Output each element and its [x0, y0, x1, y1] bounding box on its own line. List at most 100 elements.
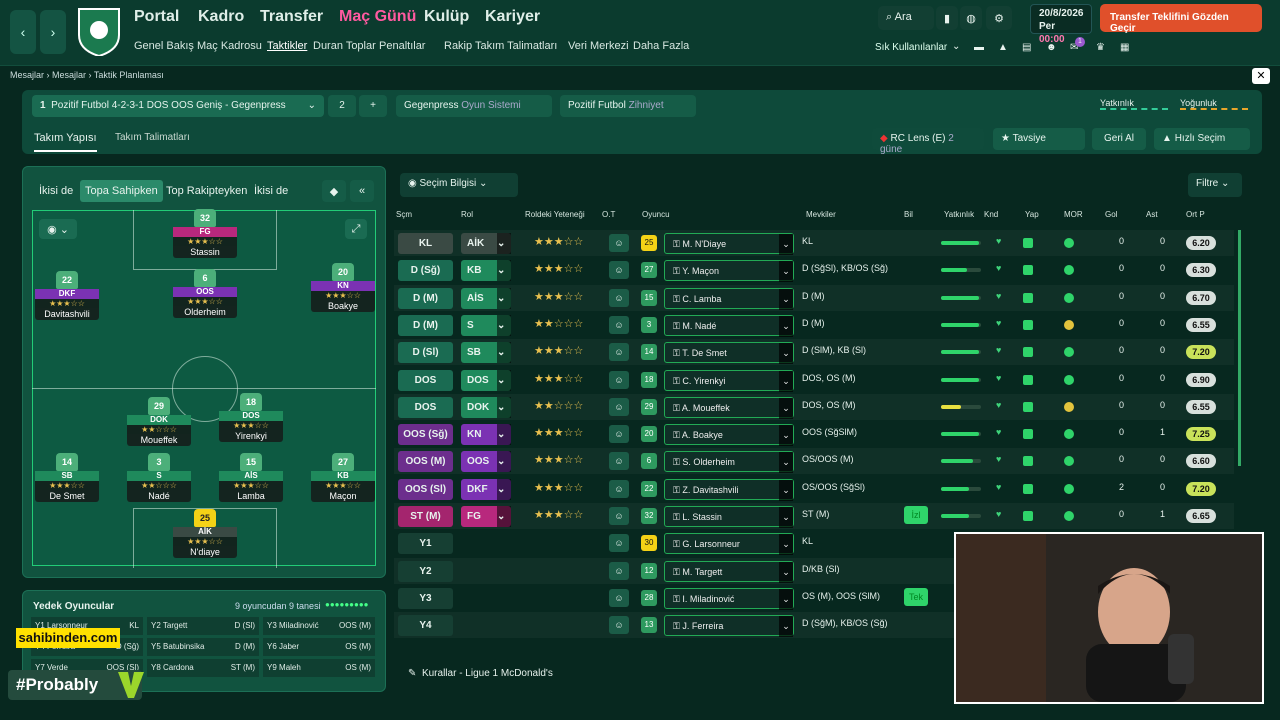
table-row[interactable]: OOS (M) OOS ⌄ ★★★☆☆ ☺ 6 ⚿ S. Olderheim ⌄ OS/OOS … [394, 448, 1234, 475]
footer-rules[interactable]: Kurallar - Ligue 1 McDonald's [421, 668, 553, 679]
table-row[interactable]: KL AİK ⌄ ★★★☆☆ ☺ 25 ⚿ M. N'Diaye ⌄ KL ♥ 0 0 6.20 [394, 230, 1234, 256]
player-info-icon[interactable]: ☺ [609, 534, 629, 553]
role-select[interactable]: AİS ⌄ [461, 287, 511, 309]
column-header[interactable]: Oyuncu [642, 210, 670, 219]
subnav-mac-kadrosu[interactable]: Maç Kadrosu [197, 40, 262, 52]
crumb-messages-2[interactable]: Mesajlar [52, 70, 87, 80]
chat-icon[interactable]: ▬ [974, 42, 984, 53]
table-row[interactable]: Y1 ☺ 30 ⚿ G. Larsonneur ⌄ KL [394, 530, 1234, 556]
sub-player[interactable]: Y5 Batubinsika D (M) [147, 638, 259, 656]
player-info-icon[interactable]: ☺ [609, 425, 629, 444]
pitch-player-yirenkyi[interactable]: 18 DOS ★★★☆☆ Yirenkyi [219, 393, 283, 442]
trophy-icon[interactable]: ♛ [1096, 42, 1105, 53]
column-header[interactable]: O.T [602, 210, 616, 219]
player-info-icon[interactable]: ☺ [609, 261, 629, 280]
selection-slot[interactable]: KL [398, 233, 453, 254]
player-info-icon[interactable]: ☺ [609, 288, 629, 307]
selection-slot[interactable]: Y4 [398, 615, 453, 637]
calendar-icon[interactable]: ▦ [1120, 42, 1130, 53]
pitch-player-olderheim[interactable]: 6 OOS ★★★☆☆ Olderheim [173, 269, 237, 318]
column-header[interactable]: Yatkınlık [944, 210, 975, 219]
selection-slot[interactable]: ST (M) [398, 506, 453, 527]
subnav-duran-toplar[interactable]: Duran Toplar [313, 40, 376, 52]
player-info-icon[interactable]: ☺ [609, 507, 629, 525]
column-header[interactable]: Sçm [396, 210, 412, 219]
sub-player[interactable]: Y2 Targett D (Sl) [147, 617, 259, 635]
selection-slot[interactable]: Y2 [398, 560, 453, 582]
role-select[interactable]: S ⌄ [461, 314, 511, 336]
player-select[interactable]: ⚿ L. Stassin ⌄ [664, 506, 794, 528]
chevron-down-icon[interactable]: ⌄ [952, 41, 961, 52]
column-header[interactable]: Ort P [1186, 210, 1205, 219]
player-select[interactable]: ⚿ M. Nadé ⌄ [664, 314, 794, 337]
selection-slot[interactable]: Y3 [398, 587, 453, 609]
back-button[interactable]: ‹ [10, 10, 36, 54]
pitch-player-lamba[interactable]: 15 AİS ★★★☆☆ Lamba [219, 453, 283, 502]
close-icon[interactable]: ✕ [1252, 68, 1270, 84]
advice-button[interactable]: ★ Tavsiye [993, 128, 1085, 150]
selection-slot[interactable]: OOS (Sğ) [398, 424, 453, 446]
shirt-icon[interactable]: ▲ [998, 42, 1008, 53]
expand-icon[interactable]: ⤢ [345, 219, 367, 239]
role-select[interactable]: DOK ⌄ [461, 396, 511, 418]
column-header[interactable]: Roldeki Yeteneği [525, 210, 585, 219]
pitch-player-macon[interactable]: 27 KB ★★★☆☆ Maçon [311, 453, 375, 502]
game-date[interactable]: 20/8/2026 Per 00:00 [1030, 4, 1092, 45]
pitch-tab-both-2[interactable]: İkisi de [254, 185, 289, 197]
game-system-dropdown[interactable]: Gegenpress Oyun Sistemi [396, 95, 552, 117]
player-info-icon[interactable]: ☺ [609, 370, 629, 389]
tab-team-instructions[interactable]: Takım Talimatları [115, 132, 190, 143]
gear-icon[interactable]: ⚙ [986, 6, 1012, 30]
table-row[interactable]: D (Sğ) KB ⌄ ★★★☆☆ ☺ 27 ⚿ Y. Maçon ⌄ D (SğSl), KB… [394, 257, 1234, 283]
player-info-icon[interactable]: ☺ [609, 343, 629, 362]
column-header[interactable]: Yap [1025, 210, 1039, 219]
player-select[interactable]: ⚿ A. Moueffek ⌄ [664, 396, 794, 419]
column-header[interactable]: Mevkiler [806, 210, 836, 219]
crumb-messages[interactable]: Mesajlar [10, 70, 45, 80]
pitch-tab-both[interactable]: İkisi de [39, 185, 74, 197]
column-header[interactable]: Bil [904, 210, 913, 219]
table-scrollbar[interactable] [1238, 230, 1241, 466]
player-info-icon[interactable]: ☺ [609, 452, 629, 471]
shortcuts-label[interactable]: Sık Kullanılanlar [875, 42, 948, 53]
selection-slot[interactable]: D (M) [398, 314, 453, 336]
tactic-selector[interactable]: 1 Pozitif Futbol 4-2-3-1 DOS OOS Geniş -… [32, 95, 324, 117]
player-info-icon[interactable]: ☺ [609, 479, 629, 498]
table-row[interactable]: D (Sl) SB ⌄ ★★★☆☆ ☺ 14 ⚿ T. De Smet ⌄ D (SlM), K… [394, 339, 1234, 366]
swap-icon[interactable]: ◆ [322, 180, 346, 202]
pitch-player-boakye[interactable]: 20 KN ★★★☆☆ Boakye [311, 263, 375, 312]
nav-portal[interactable]: Portal [134, 8, 180, 25]
pitch-player-stassin[interactable]: 32 FG ★★★☆☆ Stassin [173, 209, 237, 258]
column-header[interactable]: MOR [1064, 210, 1083, 219]
selection-slot[interactable]: OOS (M) [398, 451, 453, 473]
player-select[interactable]: ⚿ A. Boakye ⌄ [664, 424, 794, 447]
role-select[interactable]: OOS ⌄ [461, 451, 511, 473]
revert-button[interactable]: Geri Al [1092, 128, 1146, 150]
player-info-icon[interactable]: ☺ [609, 397, 629, 416]
pitch-player-davitashvili[interactable]: 22 DKF ★★★☆☆ Davitashvili [35, 271, 99, 320]
selection-slot[interactable]: D (M) [398, 287, 453, 309]
mentality-dropdown[interactable]: Pozitif Futbol Zihniyet [560, 95, 696, 117]
pitch-player-moueffek[interactable]: 29 DOK ★★☆☆☆ Moueffek [127, 397, 191, 446]
pitch-player-nade[interactable]: 3 S ★★☆☆☆ Nadé [127, 453, 191, 502]
player-select[interactable]: ⚿ I. Miladinović ⌄ [664, 587, 794, 610]
nav-transfer[interactable]: Transfer [260, 8, 324, 25]
subnav-genel-bakis[interactable]: Genel Bakış [134, 40, 194, 52]
role-select[interactable]: KN ⌄ [461, 424, 511, 446]
player-select[interactable]: ⚿ T. De Smet ⌄ [664, 342, 794, 365]
player-info-icon[interactable]: ☺ [609, 234, 629, 252]
nav-mac-gunu[interactable]: Maç Günü [339, 8, 417, 25]
pitch-tab-out-possession[interactable]: Top Rakipteyken [166, 185, 248, 197]
pitch-player-de-smet[interactable]: 14 SB ★★★☆☆ De Smet [35, 453, 99, 502]
table-row[interactable]: OOS (Sğ) KN ⌄ ★★★☆☆ ☺ 20 ⚿ A. Boakye ⌄ OOS (SğSl… [394, 421, 1234, 447]
player-select[interactable]: ⚿ Y. Maçon ⌄ [664, 260, 794, 283]
sub-player[interactable]: Y3 Miladinović OOS (M) [263, 617, 375, 635]
subnav-daha-fazla[interactable]: Daha Fazla [633, 40, 690, 52]
sub-player[interactable]: Y6 Jaber OS (M) [263, 638, 375, 656]
filter-dropdown[interactable]: Filtre ⌄ [1188, 173, 1242, 197]
player-select[interactable]: ⚿ G. Larsonneur ⌄ [664, 533, 794, 556]
add-tactic-button[interactable]: + [359, 95, 387, 117]
card-icon[interactable]: ▤ [1022, 42, 1032, 53]
transfer-review-button[interactable]: Transfer Teklifini Gözden Geçir [1100, 4, 1262, 34]
globe-icon[interactable]: ◍ [960, 6, 982, 30]
